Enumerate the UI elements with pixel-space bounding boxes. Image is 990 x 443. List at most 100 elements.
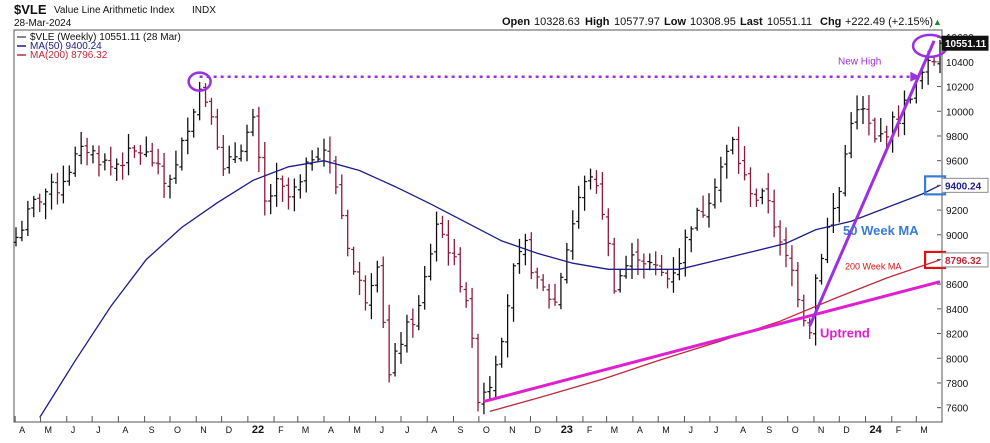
price-bar [475, 333, 481, 412]
price-bar [137, 144, 143, 165]
price-bar [84, 137, 90, 166]
prior-high-circle [187, 71, 212, 92]
price-bar [179, 137, 185, 171]
price-bar [836, 187, 842, 223]
price-bar [878, 117, 884, 142]
x-tick-label: M [662, 425, 670, 435]
price-bar [534, 267, 540, 289]
open-value: 10328.63 [534, 16, 580, 28]
price-bar [552, 283, 558, 306]
price-bar [688, 226, 694, 253]
x-tick-label: M [353, 425, 361, 435]
price-bar [493, 355, 499, 400]
x-tick-label: A [431, 425, 437, 435]
price-bar [451, 238, 457, 266]
ma50-week-label: 50 Week MA [843, 223, 919, 238]
price-bar [357, 261, 363, 295]
last-value: 10551.11 [767, 16, 812, 28]
price-labels: 10551.11 9400.24 8796.32 [941, 35, 989, 268]
x-tick-label: S [766, 425, 772, 435]
price-bar [120, 152, 126, 180]
price-bar [795, 262, 801, 308]
annotations: New High 50 Week MA 200 Week MA Uptrend [187, 33, 949, 403]
high-label: High [585, 16, 610, 28]
last-price-label-box [941, 35, 989, 51]
price-bar [653, 251, 659, 276]
price-bar [830, 192, 836, 234]
x-tick-label: 23 [561, 424, 573, 436]
price-bar [285, 177, 291, 210]
price-bar [37, 193, 43, 213]
x-tick-label: J [71, 425, 76, 435]
price-bar [807, 318, 813, 339]
price-bar [824, 217, 830, 264]
price-bar [25, 200, 31, 237]
price-bar [872, 117, 878, 143]
exchange-label: INDX [192, 5, 216, 16]
y-tick-label: 10400 [946, 58, 974, 69]
price-bar [161, 152, 167, 199]
price-bar [901, 90, 907, 136]
price-bar [582, 175, 588, 211]
y-tick-label: 9600 [946, 157, 969, 168]
price-bar [66, 165, 72, 186]
y-tick-label: 8600 [946, 280, 969, 291]
price-bar [203, 83, 209, 107]
plot-frame [13, 29, 943, 423]
price-bar [404, 314, 410, 353]
price-bar [102, 153, 108, 171]
y-axis: 7600780080008200840086008800900092009400… [937, 33, 974, 415]
x-tick-label: O [174, 425, 181, 435]
price-bar [712, 178, 718, 209]
price-bar [416, 295, 422, 331]
y-tick-label: 10200 [946, 83, 974, 94]
resistance-arrow-icon [910, 71, 921, 82]
price-bar [108, 146, 114, 176]
price-bar [374, 260, 380, 293]
price-bar [570, 210, 576, 260]
ma200-price-label-text: 8796.32 [945, 256, 982, 267]
price-bar [191, 108, 197, 138]
price-bar [131, 145, 137, 158]
price-bar [410, 308, 416, 338]
price-bar [96, 145, 102, 177]
price-bar [398, 332, 404, 364]
x-tick-label: A [740, 425, 746, 435]
price-bar [516, 238, 522, 274]
price-bar [499, 337, 505, 368]
y-tick-label: 8000 [946, 354, 969, 365]
price-bar [611, 237, 617, 294]
price-bar [386, 304, 392, 383]
price-bar [676, 248, 682, 281]
price-bar [126, 134, 132, 176]
price-bar [860, 96, 866, 125]
legend-price: $VLE (Weekly) 10551.11 (28 Mar) [30, 32, 181, 43]
chg-up-arrow-icon: ▲ [933, 17, 942, 27]
price-bar [244, 124, 250, 162]
price-bar [19, 220, 25, 242]
price-bar [511, 263, 517, 322]
price-bar [31, 195, 37, 218]
price-bar [546, 283, 552, 309]
price-bar [742, 145, 748, 181]
x-tick-label: M [920, 425, 928, 435]
price-bar [558, 272, 564, 310]
price-bar [368, 273, 374, 320]
price-bar [321, 138, 327, 167]
x-tick-label: F [278, 425, 284, 435]
price-bar [487, 376, 493, 401]
price-bar [439, 215, 445, 238]
price-bar [72, 146, 78, 177]
price-bar [49, 173, 55, 210]
x-tick-label: M [45, 425, 53, 435]
price-bar [842, 144, 848, 197]
low-label: Low [664, 16, 686, 28]
new-high-label: New High [838, 56, 881, 67]
legend: $VLE (Weekly) 10551.11 (28 Mar) MA(50) 9… [17, 32, 181, 61]
price-bar [345, 209, 351, 257]
price-bar [232, 142, 238, 164]
price-bar [333, 156, 339, 195]
price-bar [149, 142, 155, 167]
x-tick-label: O [792, 425, 799, 435]
price-bar [327, 136, 333, 174]
